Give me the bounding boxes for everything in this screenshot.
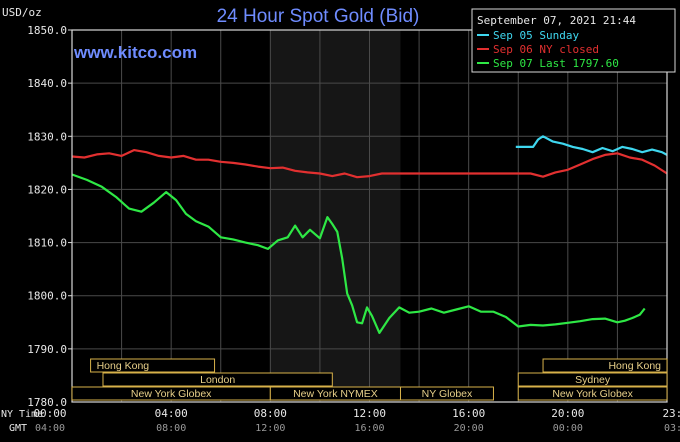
- session-label: New York Globex: [552, 388, 633, 400]
- session-label: Hong Kong: [608, 360, 661, 372]
- nymex-shaded-band: [270, 30, 401, 402]
- session-box: [517, 372, 668, 387]
- gmt-tick-label: 20:00: [454, 423, 484, 434]
- y-tick-label: 1820.0: [27, 183, 67, 196]
- gmt-tick-label: 16:00: [354, 423, 384, 434]
- y-tick-label: 1800.0: [27, 290, 67, 303]
- x-tick-label: 08:00: [254, 407, 287, 420]
- x-tick-label: 16:00: [452, 407, 485, 420]
- y-tick-label: 1790.0: [27, 343, 67, 356]
- y-tick-label: 1810.0: [27, 237, 67, 250]
- x-tick-label: 23:59: [662, 407, 680, 420]
- series-line: [515, 135, 668, 156]
- gmt-label: GMT: [9, 423, 27, 434]
- y-tick-label: 1840.0: [27, 77, 67, 90]
- session-label: London: [200, 374, 235, 386]
- x-tick-label: 04:00: [155, 407, 188, 420]
- y-tick-label: 1830.0: [27, 130, 67, 143]
- legend-entry-label: Sep 06 NY closed: [493, 43, 599, 56]
- session-label: NY Globex: [422, 388, 473, 400]
- gmt-tick-label: 12:00: [255, 423, 285, 434]
- kitco-watermark: www.kitco.com: [73, 43, 197, 62]
- session-label: New York NYMEX: [293, 388, 378, 400]
- session-box: [90, 358, 216, 373]
- x-tick-label: 12:00: [353, 407, 386, 420]
- legend: September 07, 2021 21:44 Sep 05 SundaySe…: [471, 8, 676, 73]
- y-tick-label: 1780.0: [27, 396, 67, 409]
- gmt-tick-label: 08:00: [156, 423, 186, 434]
- legend-entry-label: Sep 05 Sunday: [493, 29, 579, 42]
- plot-frame: [71, 29, 668, 403]
- legend-timestamp: September 07, 2021 21:44: [477, 14, 636, 27]
- legend-entry-label: Sep 07 Last 1797.60: [493, 57, 619, 70]
- gmt-tick-label: 00:00: [553, 423, 583, 434]
- series-line: [71, 149, 668, 179]
- session-box: [102, 372, 333, 387]
- ny-time-label: NY Time: [1, 409, 43, 420]
- gmt-tick-label: 03:59: [664, 423, 680, 434]
- y-unit-label: USD/oz: [2, 6, 42, 19]
- session-box: [399, 386, 494, 401]
- session-label: Hong Kong: [97, 360, 150, 372]
- y-tick-label: 1850.0: [27, 24, 67, 37]
- session-box: [542, 358, 668, 373]
- series-line: [71, 173, 646, 334]
- x-tick-label: 00:00: [33, 407, 66, 420]
- session-box: [517, 386, 668, 401]
- chart-title: 24 Hour Spot Gold (Bid): [217, 6, 420, 27]
- session-label: New York Globex: [131, 388, 212, 400]
- gmt-tick-label: 04:00: [35, 423, 65, 434]
- session-label: Sydney: [575, 374, 611, 386]
- x-tick-label: 20:00: [551, 407, 584, 420]
